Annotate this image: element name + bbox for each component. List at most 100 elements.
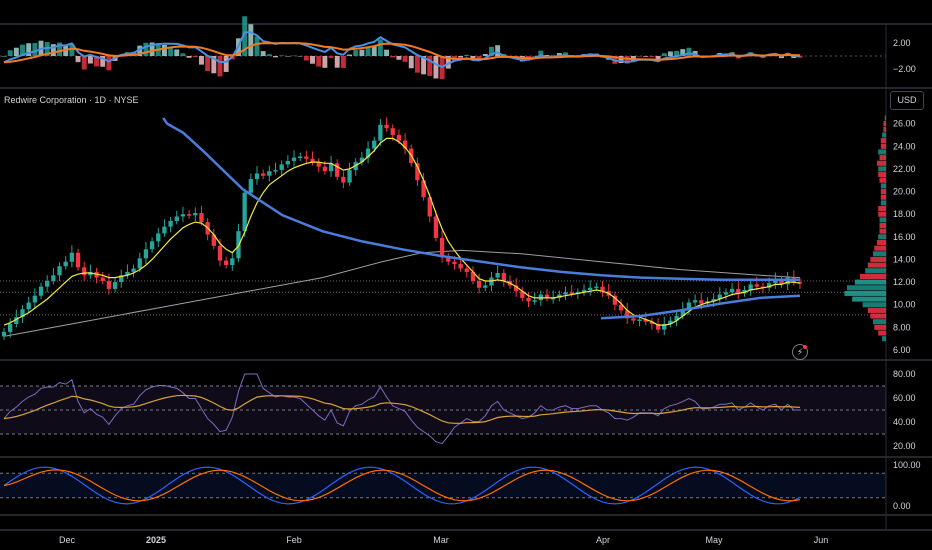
macd-histogram-bar xyxy=(322,56,328,68)
candle-body xyxy=(390,128,395,135)
volume-profile-bar xyxy=(867,307,886,313)
volume-profile-bar xyxy=(879,222,886,229)
lightning-icon[interactable]: ⚡ xyxy=(792,344,808,360)
candle-body xyxy=(1,331,7,337)
macd-histogram-bar xyxy=(279,55,285,56)
macd-histogram-bar xyxy=(223,56,229,72)
macd-histogram-bar xyxy=(100,56,106,67)
candle-body xyxy=(273,170,278,172)
time-axis[interactable]: Dec 2025 Feb Mar Apr May Jun xyxy=(59,535,828,545)
volume-profile-bar xyxy=(880,189,886,195)
volume-profile-bar xyxy=(878,149,886,155)
candle-body xyxy=(458,263,463,269)
macd-histogram-bar xyxy=(384,49,390,56)
candle-body xyxy=(38,286,44,296)
candle-body xyxy=(298,156,303,158)
ema-lower-band-line xyxy=(600,294,801,320)
candle-body xyxy=(199,213,204,223)
candle-body xyxy=(439,237,445,258)
candle-body xyxy=(631,318,636,321)
macd-histogram-bar xyxy=(75,56,81,63)
macd-histogram-bar xyxy=(297,56,303,57)
rsi-tick-label: 80.00 xyxy=(893,369,916,379)
candle-body xyxy=(674,316,679,321)
macd-histogram-bar xyxy=(260,51,266,56)
price-tick-label: 14.00 xyxy=(893,254,916,264)
candle-body xyxy=(526,297,531,302)
candle-body xyxy=(291,157,297,162)
macd-histogram-bar xyxy=(205,56,211,72)
candle-body xyxy=(581,290,587,293)
candle-body xyxy=(32,295,38,303)
macd-histogram-bar xyxy=(489,46,494,56)
candle-body xyxy=(446,257,451,262)
macd-histogram-bar xyxy=(32,43,38,56)
candle-body xyxy=(88,271,93,276)
price-axis[interactable]: 2.00 −2.00 26.00 24.00 22.00 20.00 18.00 16.00 1… xyxy=(893,38,921,511)
rsi-pane[interactable] xyxy=(0,373,886,445)
macd-histogram-bar xyxy=(266,54,272,56)
candle-body xyxy=(261,173,266,176)
macd-histogram-bar xyxy=(94,56,100,67)
candle-body xyxy=(779,279,784,285)
candle-body xyxy=(600,286,605,292)
macd-pane[interactable] xyxy=(0,16,886,80)
price-tick-label: 18.00 xyxy=(893,209,916,219)
candle-body xyxy=(563,292,568,295)
candle-body xyxy=(588,287,593,291)
macd-histogram-bar xyxy=(637,56,643,57)
macd-histogram-bar xyxy=(285,56,291,57)
macd-histogram-bar xyxy=(50,44,56,56)
macd-histogram-bar xyxy=(20,44,25,56)
stoch-d-line xyxy=(3,469,801,502)
stoch-tick-label: 100.00 xyxy=(893,460,921,470)
stoch-pane[interactable] xyxy=(0,466,886,505)
macd-histogram-bar xyxy=(396,56,402,60)
candle-body xyxy=(551,297,556,300)
macd-histogram-bar xyxy=(667,51,673,56)
macd-histogram-bar xyxy=(106,56,112,71)
candle-body xyxy=(452,261,457,264)
time-axis-label: Jun xyxy=(814,535,829,545)
candle-body xyxy=(69,252,75,262)
price-pane[interactable] xyxy=(0,115,886,342)
stoch-band xyxy=(0,473,886,498)
macd-histogram-bar xyxy=(458,56,464,58)
rsi-line xyxy=(3,373,800,445)
rsi-tick-label: 20.00 xyxy=(893,441,916,451)
macd-tick-label: 2.00 xyxy=(893,38,911,48)
volume-profile-bar xyxy=(878,205,886,212)
candle-body xyxy=(723,292,729,295)
candle-body xyxy=(20,309,25,318)
volume-profile-bar xyxy=(883,121,886,127)
stoch-tick-label: 0.00 xyxy=(893,501,911,511)
macd-histogram-bar xyxy=(495,45,501,56)
time-axis-label: May xyxy=(705,535,723,545)
candle-body xyxy=(335,163,340,177)
rsi-tick-label: 40.00 xyxy=(893,417,916,427)
volume-profile-bar xyxy=(854,279,886,285)
volume-profile-bar xyxy=(882,132,886,138)
candle-body xyxy=(433,216,439,238)
candle-body xyxy=(63,261,68,267)
candle-body xyxy=(347,170,352,183)
macd-histogram-bar xyxy=(87,56,93,64)
candle-body xyxy=(186,214,192,216)
candle-body xyxy=(680,309,685,317)
volume-profile-bar xyxy=(876,239,886,246)
candle-body xyxy=(26,302,31,310)
candle-body xyxy=(711,299,716,302)
candle-body xyxy=(625,310,630,319)
volume-profile-bar xyxy=(867,262,886,268)
currency-button[interactable]: USD xyxy=(890,91,924,110)
candle-body xyxy=(378,124,383,141)
macd-histogram-bar xyxy=(248,24,254,56)
candle-body xyxy=(365,148,371,158)
candle-body xyxy=(328,163,334,172)
candle-body xyxy=(402,140,408,149)
candle-body xyxy=(45,280,50,287)
candle-body xyxy=(476,280,482,288)
candle-body xyxy=(112,282,118,289)
candle-body xyxy=(736,288,741,294)
